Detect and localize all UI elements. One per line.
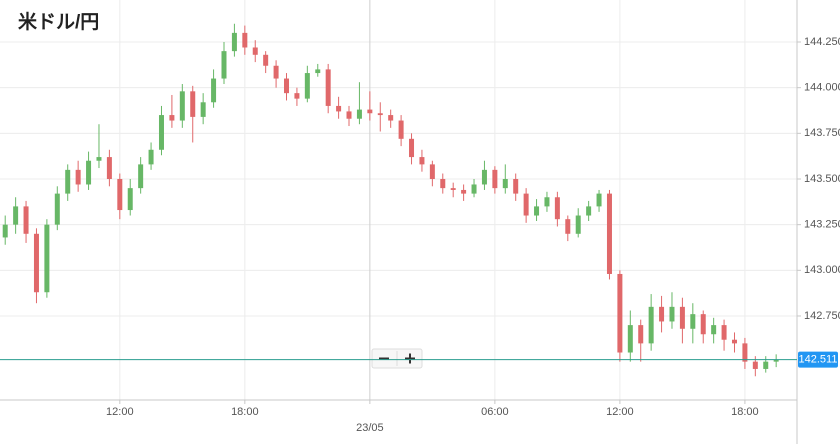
candle-body (117, 178, 123, 211)
candle-body (627, 325, 633, 353)
x-tick-label: 18:00 (731, 406, 759, 418)
candle-body (429, 164, 435, 179)
candle-body (554, 197, 560, 220)
candle-body (273, 65, 279, 79)
last-price-box (798, 351, 838, 368)
x-tick-label: 23/05 (356, 422, 384, 434)
candle-body (304, 73, 310, 99)
candle-body (33, 233, 39, 293)
grid (0, 0, 797, 400)
candle-body (2, 224, 8, 238)
candle-body (13, 206, 19, 225)
candle-body (669, 306, 675, 322)
y-tick-label: 143.500 (804, 173, 840, 185)
candle-body (356, 109, 362, 119)
candle-body (325, 69, 331, 106)
candle-body (606, 193, 612, 274)
candle-body (65, 169, 71, 194)
candle-body (284, 78, 290, 94)
candle-body (336, 105, 342, 112)
y-tick-label: 143.000 (804, 264, 840, 276)
x-tick-label: 12:00 (106, 406, 134, 418)
x-tick-label: 06:00 (481, 406, 509, 418)
candle-body (534, 206, 540, 216)
candle-body (523, 193, 529, 216)
candle-body (481, 169, 487, 185)
candle-body (409, 138, 415, 158)
chart-title: 米ドル/円 (18, 10, 99, 33)
candle-body (96, 157, 102, 161)
candle-body (731, 339, 737, 344)
candle-body (263, 54, 269, 66)
candle-body (575, 215, 581, 234)
candle-body (75, 169, 81, 185)
candle-body (294, 93, 300, 99)
candle-body (367, 109, 373, 114)
candle-body (148, 149, 154, 165)
candle-body (221, 51, 227, 79)
candle-body (461, 189, 467, 194)
candle-body (502, 178, 508, 189)
y-tick-label: 143.750 (804, 127, 840, 139)
y-tick-label: 143.250 (804, 219, 840, 231)
candle-body (388, 115, 394, 121)
candle-body (690, 314, 696, 329)
candle-body (773, 359, 779, 362)
candle-body (659, 306, 665, 322)
candle-body (700, 314, 706, 335)
candle-body (54, 193, 60, 225)
y-tick-label: 142.750 (804, 310, 840, 322)
candles (2, 23, 779, 377)
candle-body (169, 115, 175, 121)
candle-body (471, 184, 477, 194)
candle-body (211, 78, 217, 103)
candle-body (179, 91, 185, 121)
zoom-controls (371, 348, 423, 369)
candle-body (565, 219, 571, 234)
candle-body (617, 273, 623, 353)
candle-body (450, 188, 456, 190)
candle-body (513, 178, 519, 194)
candle-body (127, 188, 133, 211)
y-tick-label: 144.000 (804, 82, 840, 94)
candle-body (742, 343, 748, 362)
candle-body (544, 197, 550, 207)
candle-body (679, 306, 685, 329)
candle-body (763, 361, 769, 369)
last-price-label: 142.511 (799, 354, 838, 366)
x-tick-label: 12:00 (606, 406, 634, 418)
candle-body (711, 325, 717, 335)
candle-body (419, 157, 425, 165)
candle-body (377, 113, 383, 116)
candle-body (638, 325, 644, 344)
candle-body (138, 164, 144, 189)
candle-body (231, 32, 237, 52)
candle-body (752, 361, 758, 369)
candle-body (346, 111, 352, 119)
candle-body (106, 157, 112, 179)
candle-body (200, 102, 206, 117)
candle-body (158, 115, 164, 150)
candle-body (398, 120, 404, 139)
candle-body (315, 69, 321, 74)
candle-body (440, 178, 446, 189)
x-tick-label: 18:00 (231, 406, 259, 418)
y-tick-label: 144.250 (804, 36, 840, 48)
candle-body (596, 193, 602, 207)
candle-body (190, 91, 196, 117)
candle-body (648, 306, 654, 344)
candle-body (23, 206, 29, 234)
candle-body (44, 224, 50, 293)
candle-body (86, 160, 92, 185)
candle-body (721, 325, 727, 340)
candle-body (252, 47, 258, 55)
candle-body (586, 206, 592, 216)
candle-body (492, 169, 498, 189)
candle-body (242, 32, 248, 48)
